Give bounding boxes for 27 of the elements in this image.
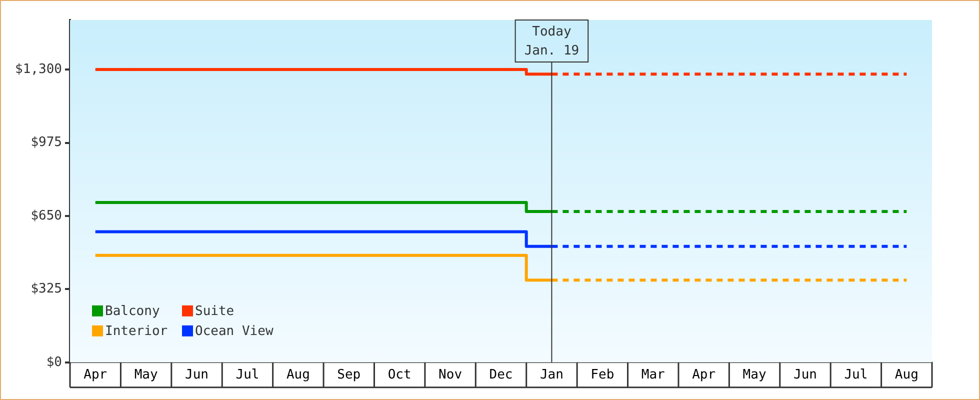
x-tick-label: May [134,368,158,383]
x-tick-label: Oct [388,368,412,383]
x-tick-label: Sep [337,368,361,383]
y-tick-label: $650 [30,208,62,224]
x-tick-label: Feb [590,368,614,383]
x-tick-label: Jan [540,368,564,383]
x-tick-label: Jul [236,368,260,383]
ref-line-label: Today Jan. 19 [524,24,580,58]
x-tick-label: May [742,368,766,383]
x-tick-label: Mar [641,368,666,383]
legend-label: Ocean View [195,324,274,339]
x-tick-label: Jul [844,368,868,383]
y-tick-label: $0 [46,354,62,370]
x-tick-label: Jun [793,368,817,383]
x-tick-label: Aug [894,368,918,383]
y-tick-label: $325 [30,282,62,297]
x-tick-label: Aug [286,368,310,383]
y-tick-label: $975 [30,135,62,150]
x-tick-label: Jun [185,368,209,383]
x-tick-label: Nov [438,368,462,383]
legend-label: Balcony [105,304,160,319]
x-tick-label: Apr [692,368,716,383]
x-tick-label: Dec [489,368,513,383]
legend-label: Interior [105,324,168,339]
y-tick-label: $1,300 [15,62,62,77]
x-tick-label: Apr [84,368,108,383]
legend-label: Suite [195,304,234,319]
